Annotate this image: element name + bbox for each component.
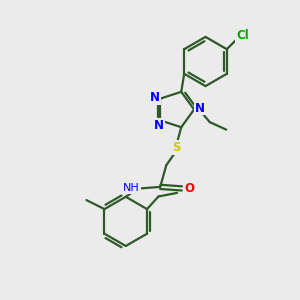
Text: NH: NH [123,183,140,194]
Text: O: O [184,182,194,195]
Text: N: N [150,91,160,103]
Text: Cl: Cl [236,28,249,42]
Text: N: N [194,101,205,115]
Text: S: S [172,141,181,154]
Text: N: N [154,119,164,132]
